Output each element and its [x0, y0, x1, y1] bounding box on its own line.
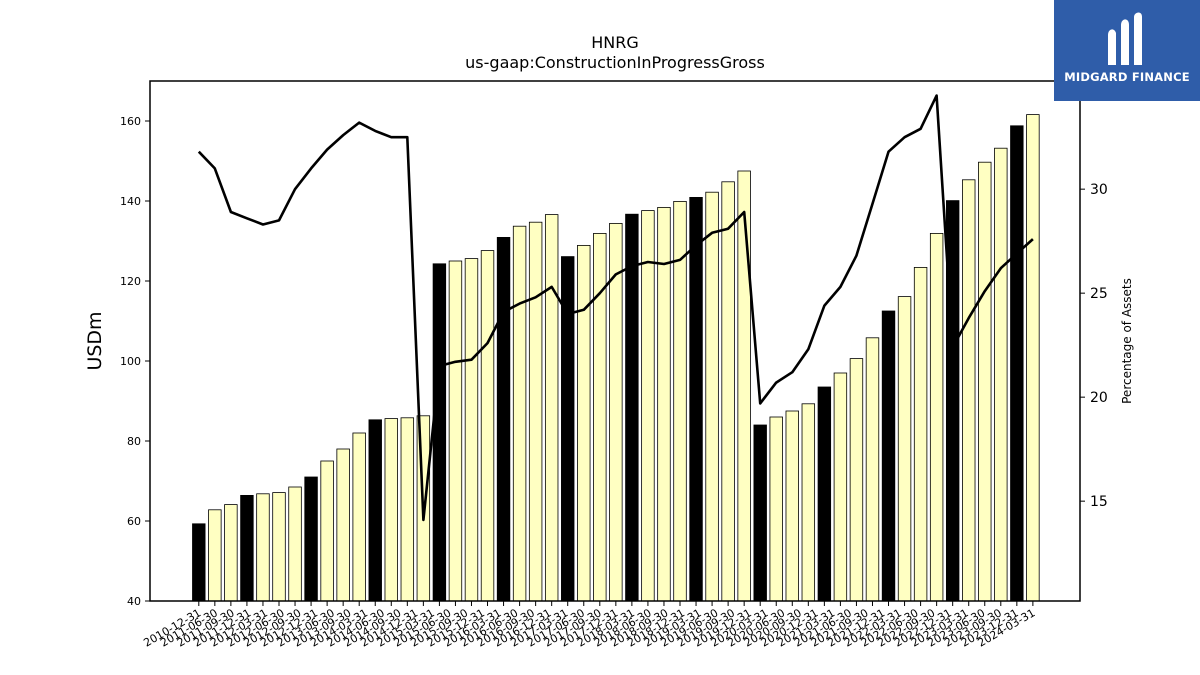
bar — [192, 523, 206, 602]
y-tick-label: 80 — [127, 435, 141, 448]
brand-name: MIDGARD FINANCE — [1064, 70, 1190, 84]
x-axis-ticks: 2010-12-312011-06-302011-09-302011-12-31… — [141, 601, 1037, 650]
bar — [352, 432, 366, 602]
bar — [528, 221, 543, 602]
percent-of-assets-line — [197, 94, 1034, 522]
bar — [737, 170, 751, 602]
bar — [512, 225, 527, 602]
bar — [240, 494, 254, 602]
bar — [432, 263, 447, 602]
bar — [320, 460, 334, 602]
y-axis-label: USDm — [84, 311, 106, 370]
y-axis-ticks: 40 60 80 100 120 140 160 — [120, 115, 150, 608]
y2-tick-label: 15 — [1090, 494, 1108, 510]
axes — [149, 80, 1081, 602]
y-tick-label: 160 — [120, 115, 141, 128]
bar — [978, 161, 992, 602]
bar — [721, 181, 735, 602]
bar — [336, 448, 350, 602]
y-tick-label: 140 — [120, 195, 141, 208]
bar — [368, 419, 382, 602]
y2-tick-label: 30 — [1090, 182, 1108, 198]
bar — [384, 418, 398, 602]
bar — [625, 213, 639, 602]
midgard-logo-icon — [1108, 12, 1142, 66]
y-tick-label: 100 — [120, 355, 141, 368]
bar — [994, 147, 1008, 602]
y-tick-label: 120 — [120, 275, 141, 288]
line-series — [197, 94, 1034, 522]
bar — [753, 424, 767, 602]
bar — [913, 266, 928, 602]
bar — [480, 250, 495, 602]
bar — [881, 310, 896, 602]
bar — [705, 191, 719, 602]
bar — [464, 258, 479, 602]
bar — [785, 410, 799, 602]
chart-title: HNRG — [591, 33, 639, 52]
y2-tick-label: 20 — [1090, 390, 1108, 406]
bar — [256, 493, 270, 602]
bar — [496, 236, 511, 602]
bar — [304, 476, 318, 602]
bar — [448, 260, 463, 602]
bar — [641, 210, 655, 602]
y-tick-label: 60 — [127, 515, 141, 528]
bar — [689, 196, 703, 602]
bar — [544, 214, 559, 602]
bar — [962, 179, 976, 602]
bar — [400, 417, 415, 602]
y2-axis-label: Percentage of Assets — [1120, 278, 1134, 404]
bar — [817, 386, 832, 602]
y-tick-label: 40 — [127, 595, 141, 608]
plot-frame — [149, 80, 1081, 602]
bar — [577, 244, 591, 602]
bar — [657, 206, 671, 602]
bar — [897, 296, 912, 602]
bar — [769, 416, 783, 602]
bar — [801, 403, 816, 602]
y2-axis-ticks: 15 20 25 30 — [1080, 182, 1108, 510]
chart-subtitle: us-gaap:ConstructionInProgressGross — [465, 53, 765, 72]
bar — [929, 232, 944, 602]
bar — [224, 504, 238, 602]
bar — [1026, 114, 1040, 602]
bar — [208, 509, 222, 602]
brand-logo: MIDGARD FINANCE — [1054, 0, 1200, 101]
bar — [849, 358, 864, 602]
y2-tick-label: 25 — [1090, 286, 1108, 302]
bar — [865, 337, 880, 602]
bar — [272, 492, 286, 602]
bar — [833, 372, 848, 602]
bar — [1010, 125, 1024, 602]
bar — [288, 486, 302, 602]
bar-series — [192, 114, 1040, 602]
